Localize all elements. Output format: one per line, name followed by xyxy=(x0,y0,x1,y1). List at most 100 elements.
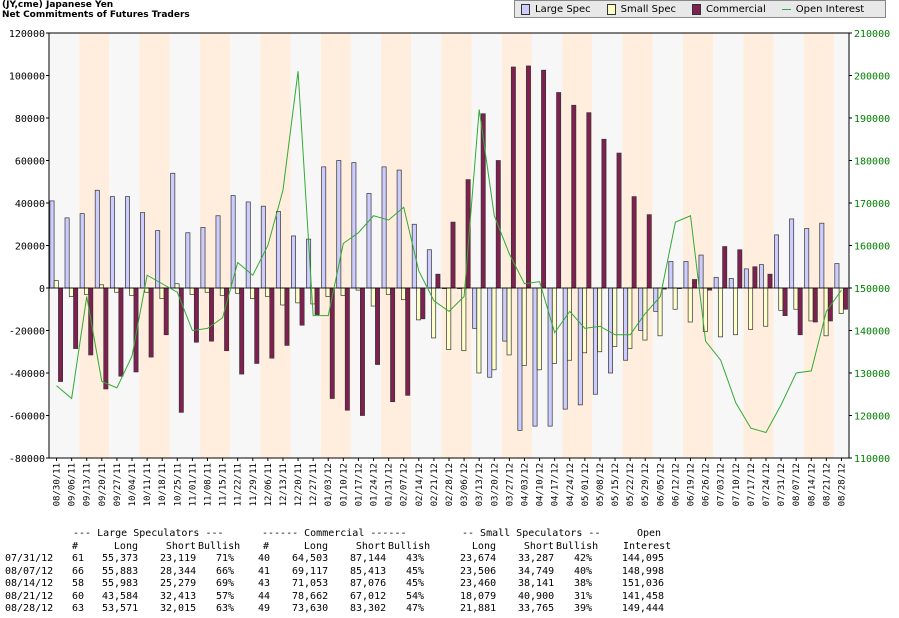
header-commercial: ------ Commercial ------ xyxy=(262,528,407,539)
x-tick-label: 07/03/12 xyxy=(717,463,727,506)
y-tick-label: -60000 xyxy=(9,412,45,423)
x-tick-label: 05/22/12 xyxy=(626,463,636,506)
bullish-cell: 39% xyxy=(573,603,592,614)
large-spec-bar xyxy=(381,166,387,289)
legend-large-spec: Large Spec xyxy=(521,3,591,15)
bullish-cell: 54% xyxy=(405,590,424,602)
commercial-bar xyxy=(163,287,169,336)
x-tick-label: 04/17/12 xyxy=(551,463,561,506)
long-cell: 55,373 xyxy=(102,553,139,564)
open-interest-cell: 144,095 xyxy=(621,553,664,564)
legend-open-interest: Open Interest xyxy=(781,4,864,15)
date-cell: 08/07/12 xyxy=(5,565,54,577)
count-cell: 43 xyxy=(258,578,271,589)
commercial-bar xyxy=(133,287,139,373)
commercial-bar xyxy=(405,287,411,396)
x-tick-label: 10/18/11 xyxy=(158,463,168,506)
small-spec-bar xyxy=(657,287,663,337)
y2-tick-label: 170000 xyxy=(854,199,890,210)
left-axis: 120000 100000 80000 60000 40000 20000 0 -20000 -… xyxy=(9,29,49,465)
count-cell: 63 xyxy=(72,603,85,614)
data-table: --- Large Speculators --- ------ Commerc… xyxy=(0,528,899,616)
large-spec-bar xyxy=(155,230,161,289)
long-cell: 71,053 xyxy=(292,578,329,589)
date-cell: 07/31/12 xyxy=(5,553,54,564)
small-spec-bar xyxy=(401,287,406,301)
commercial-bar xyxy=(812,287,818,323)
header-bullish: Bullish xyxy=(198,540,241,552)
commercial-bar xyxy=(390,287,396,403)
short-cell: 40,900 xyxy=(518,590,555,602)
commercial-bar xyxy=(767,273,773,289)
bullish-cell: 63% xyxy=(215,603,234,614)
commercial-bar xyxy=(193,287,199,343)
commercial-bar xyxy=(571,104,577,289)
y-tick-label: -20000 xyxy=(9,327,45,338)
short-cell: 87,076 xyxy=(350,578,387,589)
x-tick-label: 06/12/12 xyxy=(671,463,681,506)
x-tick-label: 07/24/12 xyxy=(762,463,772,506)
commercial-bar xyxy=(299,287,305,326)
background-band xyxy=(682,33,714,458)
chart-subtitle: Net Commitments of Futures Traders xyxy=(2,10,190,20)
y2-tick-label: 150000 xyxy=(854,284,890,295)
large-spec-bar xyxy=(517,287,523,431)
commercial-bar xyxy=(239,287,245,375)
small-spec-bar xyxy=(234,287,240,294)
y-tick-label: 100000 xyxy=(9,72,45,83)
open-interest-line xyxy=(56,71,842,434)
large-spec-bar xyxy=(819,222,825,289)
small-spec-bar xyxy=(446,287,452,350)
small-spec-bar xyxy=(189,287,195,295)
small-spec-bar xyxy=(340,287,346,296)
large-spec-bar xyxy=(623,287,629,361)
x-tick-label: 11/22/11 xyxy=(234,463,244,506)
x-tick-label: 08/30/11 xyxy=(53,463,63,506)
date-cell: 08/28/12 xyxy=(5,603,54,614)
large-spec-bar xyxy=(804,228,810,289)
background-band xyxy=(743,33,774,458)
small-spec-bar xyxy=(567,287,572,361)
short-cell: 87,144 xyxy=(350,553,387,564)
commercial-bar xyxy=(360,287,365,416)
small-spec-bar xyxy=(219,287,225,296)
long-cell: 73,630 xyxy=(292,603,329,614)
bullish-cell: 47% xyxy=(405,603,424,614)
commercial-bar xyxy=(510,66,516,289)
header-interest: Interest xyxy=(623,540,672,552)
commercial-bar xyxy=(797,287,803,336)
open-interest-cell: 141,458 xyxy=(621,590,664,602)
large-spec-bar xyxy=(366,193,372,289)
small-spec-bar xyxy=(763,287,769,327)
header-short: Short xyxy=(355,540,386,552)
small-spec-bar xyxy=(265,287,271,297)
y-tick-label: 80000 xyxy=(15,114,45,125)
small-spec-bar xyxy=(174,283,180,289)
header-bullish: Bullish xyxy=(556,540,599,552)
table-row: 08/07/12 66 55,883 28,344 66% 41 69,117 85,413 4… xyxy=(0,566,899,579)
long-cell: 55,883 xyxy=(102,565,139,577)
y-tick-label: -40000 xyxy=(9,369,45,380)
large-spec-bar xyxy=(758,264,764,289)
large-spec-bar xyxy=(200,227,206,289)
y-tick-label: 120000 xyxy=(9,29,45,40)
small-spec-bar xyxy=(476,287,482,374)
small-spec-bar xyxy=(159,287,165,299)
x-tick-label: 12/06/11 xyxy=(264,463,274,506)
commercial-bar xyxy=(601,138,607,289)
small-spec-bar xyxy=(627,287,633,349)
large-spec-bar xyxy=(728,278,734,289)
long-cell: 64,503 xyxy=(292,553,329,564)
commercial-bar xyxy=(692,279,697,289)
small-spec-bar xyxy=(295,287,301,304)
commercial-bar xyxy=(209,287,214,342)
x-tick-label: 03/06/12 xyxy=(460,463,470,506)
table-row: 08/21/12 60 43,584 32,413 57% 44 78,662 67,012 5… xyxy=(0,591,899,604)
table-body: 07/31/12 61 55,373 23,119 71% 40 64,503 87,144 4… xyxy=(0,553,899,616)
y2-tick-label: 130000 xyxy=(854,369,890,380)
large-spec-bar xyxy=(321,166,327,289)
commercial-swatch xyxy=(691,3,701,15)
count-cell: 60 xyxy=(72,590,85,602)
small-spec-swatch xyxy=(606,3,616,15)
bullish-cell: 69% xyxy=(215,578,234,589)
